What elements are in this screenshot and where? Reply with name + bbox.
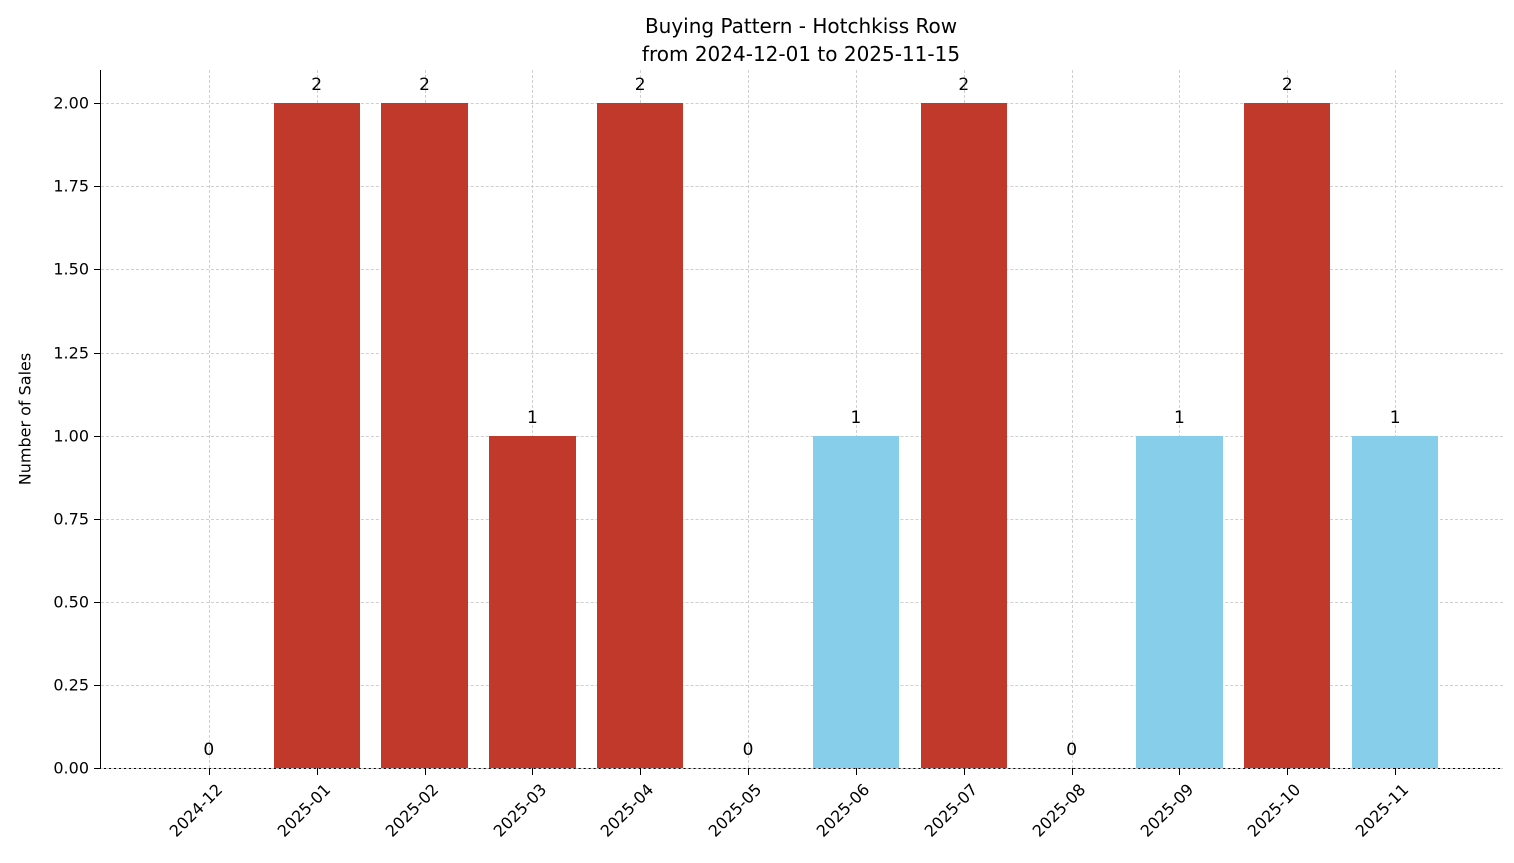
x-tick-label: 2025-06 bbox=[812, 780, 874, 841]
plot-area: 0.00 0.25 0.50 0.75 1.00 1.25 1.50 1.75 2.00 2024… bbox=[53, 70, 1503, 841]
x-tick-mark bbox=[208, 768, 210, 775]
x-tick-mark bbox=[424, 768, 426, 775]
y-tick-label: 1.25 bbox=[53, 343, 89, 363]
bar bbox=[920, 103, 1007, 768]
x-tick-mark bbox=[1179, 768, 1181, 775]
y-gridline bbox=[101, 601, 1503, 603]
y-tick-label: 0.00 bbox=[53, 758, 89, 778]
y-tick-mark bbox=[94, 601, 101, 603]
x-tick-mark bbox=[855, 768, 857, 775]
bar-value-label: 2 bbox=[1281, 75, 1293, 96]
bar-value-label: 0 bbox=[203, 740, 215, 760]
y-tick-label: 1.75 bbox=[53, 176, 89, 196]
bar-value-label: 2 bbox=[634, 75, 646, 96]
bar-value-label: 0 bbox=[742, 740, 754, 760]
y-tick-mark bbox=[94, 103, 101, 105]
bar-value-label: 2 bbox=[419, 75, 430, 96]
bar-value-label: 2 bbox=[311, 75, 323, 96]
x-tick-label: 2025-02 bbox=[381, 780, 442, 841]
y-tick-label: 0.50 bbox=[53, 592, 89, 612]
bar bbox=[1352, 435, 1439, 768]
bar-value-label: 2 bbox=[958, 75, 970, 96]
y-tick-label: 2.00 bbox=[53, 93, 89, 113]
x-tick-mark bbox=[1071, 768, 1073, 775]
x-tick-label: 2025-10 bbox=[1244, 780, 1305, 841]
bar bbox=[273, 103, 360, 768]
x-tick-label: 2025-11 bbox=[1351, 780, 1413, 841]
y-tick-mark bbox=[94, 269, 101, 271]
x-tick-label: 2025-05 bbox=[704, 780, 766, 841]
x-gridline bbox=[748, 70, 750, 768]
x-tick-mark bbox=[963, 768, 965, 775]
x-gridline bbox=[208, 70, 210, 768]
bar bbox=[812, 435, 900, 768]
bar bbox=[489, 435, 576, 768]
x-tick-mark bbox=[532, 768, 534, 775]
y-gridline bbox=[101, 269, 1503, 271]
y-gridline bbox=[101, 518, 1503, 520]
y-gridline bbox=[101, 352, 1503, 354]
bar-value-label: 1 bbox=[1389, 407, 1401, 428]
bar-value-label: 1 bbox=[850, 407, 862, 428]
x-tick-label: 2025-03 bbox=[489, 780, 550, 841]
y-gridline bbox=[101, 684, 1503, 686]
x-tick-label: 2025-07 bbox=[920, 780, 982, 841]
x-tick-label: 2025-08 bbox=[1028, 780, 1090, 841]
x-tick-mark bbox=[1287, 768, 1289, 775]
bar-value-label: 1 bbox=[1174, 407, 1185, 428]
y-tick-label: 0.75 bbox=[53, 509, 89, 529]
x-tick-label: 2025-09 bbox=[1136, 780, 1197, 841]
bar bbox=[1136, 435, 1223, 768]
y-gridline bbox=[101, 186, 1503, 188]
x-tick-mark bbox=[316, 768, 318, 775]
y-axis-label: Number of Sales bbox=[15, 352, 35, 486]
x-tick-label: 2025-01 bbox=[273, 780, 335, 841]
y-gridline bbox=[101, 768, 1503, 769]
x-gridline bbox=[1395, 70, 1397, 768]
y-tick-mark bbox=[94, 352, 101, 354]
chart-subtitle: from 2024-12-01 to 2025-11-15 bbox=[641, 42, 961, 67]
x-tick-mark bbox=[1395, 768, 1397, 775]
chart-title-block: Buying Pattern - Hotchkiss Row from 2024… bbox=[100, 12, 1502, 69]
x-gridline bbox=[1071, 70, 1073, 768]
bar-value-label: 0 bbox=[1066, 740, 1078, 760]
x-gridline bbox=[1179, 70, 1181, 768]
bar-value-label: 1 bbox=[526, 407, 538, 428]
bar bbox=[597, 103, 684, 768]
x-tick-mark bbox=[748, 768, 750, 775]
y-tick-mark bbox=[94, 518, 101, 520]
y-tick-mark bbox=[94, 435, 101, 437]
x-gridline bbox=[855, 70, 857, 768]
y-tick-mark bbox=[94, 768, 101, 769]
y-tick-mark bbox=[94, 186, 101, 188]
x-tick-label: 2025-04 bbox=[596, 780, 658, 841]
x-tick-mark bbox=[640, 768, 642, 775]
y-tick-label: 0.25 bbox=[53, 675, 89, 695]
bar bbox=[1244, 103, 1331, 768]
y-tick-label: 1.00 bbox=[53, 426, 89, 446]
chart-title: Buying Pattern - Hotchkiss Row bbox=[644, 14, 958, 38]
y-tick-mark bbox=[94, 684, 101, 686]
x-tick-label: 2024-12 bbox=[165, 780, 227, 841]
y-gridline bbox=[101, 103, 1503, 105]
x-gridline bbox=[532, 70, 534, 768]
y-gridline bbox=[101, 435, 1503, 437]
bar bbox=[381, 103, 468, 768]
y-tick-label: 1.50 bbox=[53, 259, 89, 279]
